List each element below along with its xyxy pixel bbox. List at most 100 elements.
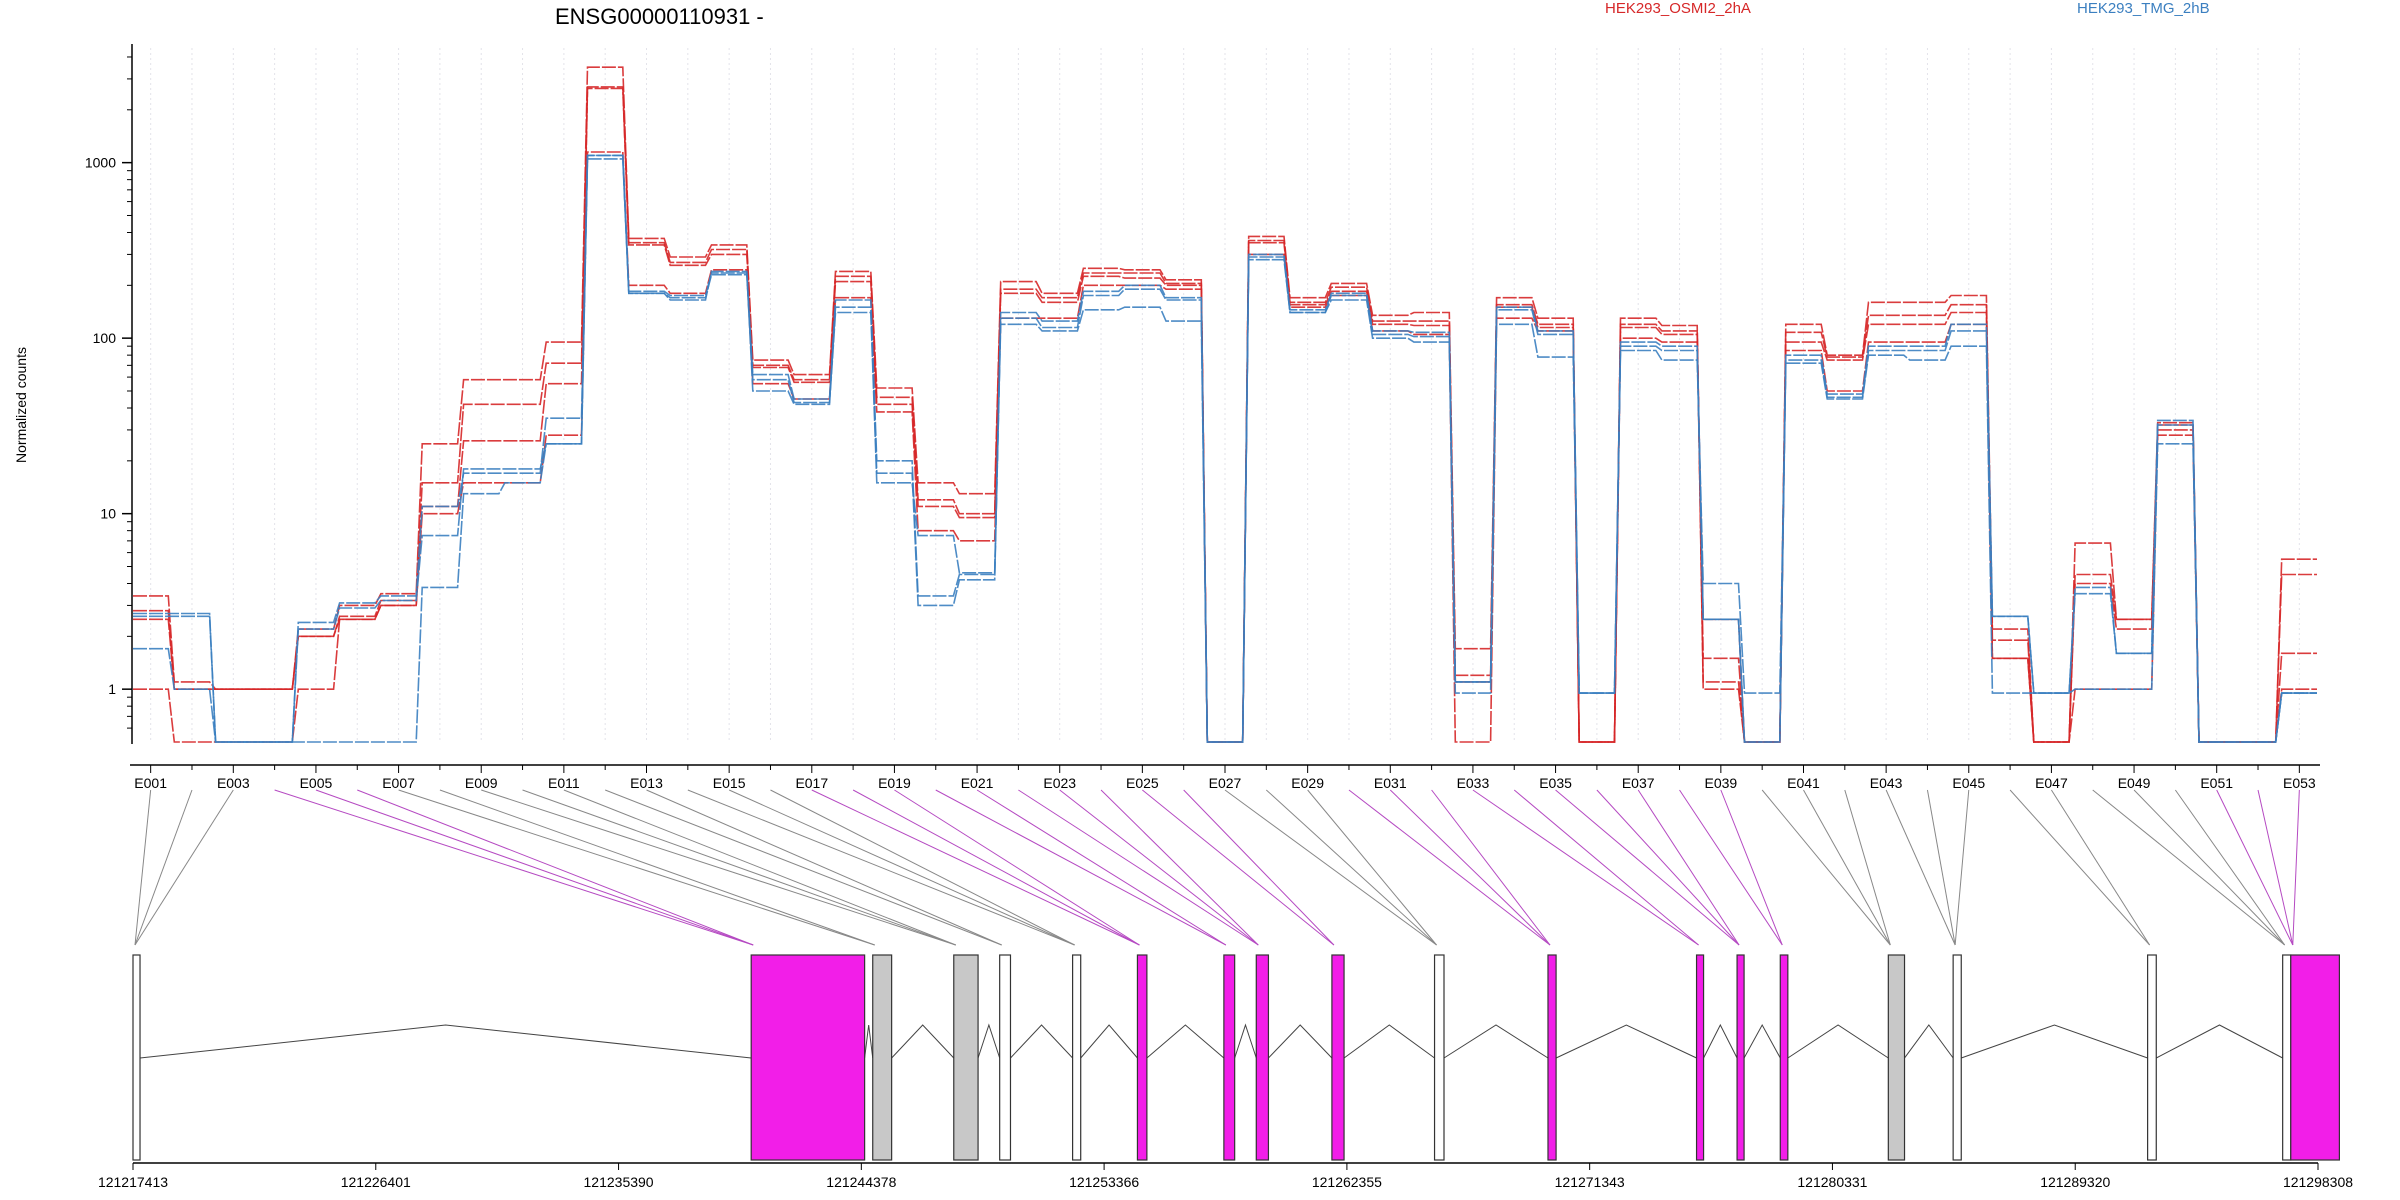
- exon-connector: [315, 789, 754, 946]
- exon-connector: [1596, 789, 1740, 946]
- coord-tick-label: 121217413: [98, 1174, 168, 1190]
- exon-box: [1952, 954, 1962, 1161]
- exon-connector: [134, 789, 193, 946]
- intron-line: [1268, 1024, 1333, 1059]
- x-tick-label: E045: [1952, 775, 1985, 791]
- exon-connector: [976, 789, 1227, 946]
- intron-line: [1010, 1024, 1073, 1059]
- exon-connector: [1265, 789, 1437, 946]
- exon-connector: [1183, 789, 1335, 946]
- coord-tick-label: 121289320: [2040, 1174, 2110, 1190]
- exon-connector: [2009, 789, 2150, 946]
- intron-line: [977, 1023, 1001, 1059]
- exon-box: [1779, 954, 1789, 1161]
- exon-connector: [522, 789, 956, 946]
- exon-connector: [770, 789, 1075, 946]
- exon-box: [750, 954, 866, 1161]
- exon-connector: [1059, 789, 1259, 946]
- exon-connector: [852, 789, 1140, 946]
- legend-entry: HEK293_TMG_2hB: [2077, 0, 2210, 17]
- exon-connector: [1844, 789, 1891, 946]
- intron-line: [891, 1024, 955, 1059]
- exon-connector: [134, 789, 152, 946]
- x-tick-label: E021: [961, 775, 994, 791]
- exon-box: [872, 954, 893, 1161]
- exon-box: [1255, 954, 1270, 1161]
- exon-box: [132, 954, 141, 1161]
- exon-connector: [894, 789, 1140, 946]
- exon-connector: [2050, 789, 2151, 946]
- intron-line: [1703, 1023, 1738, 1059]
- intron-line: [1904, 1024, 1954, 1059]
- exon-connector: [2092, 789, 2285, 946]
- chart-title: ENSG00000110931 -: [555, 4, 764, 29]
- x-tick-label: E025: [1126, 775, 1159, 791]
- x-tick-label: E017: [795, 775, 828, 791]
- x-tick-label: E047: [2035, 775, 2068, 791]
- x-tick-label: E011: [548, 775, 580, 791]
- x-tick-label: E053: [2283, 775, 2316, 791]
- exon-connector: [1761, 789, 1891, 946]
- x-tick-label: E035: [1539, 775, 1572, 791]
- exon-box: [1887, 954, 1906, 1161]
- exon-connector: [1679, 789, 1783, 946]
- exon-connector: [2216, 789, 2294, 946]
- exon-box: [2290, 954, 2340, 1161]
- exon-connector: [935, 789, 1227, 946]
- exon-connector: [1389, 789, 1551, 946]
- exon-connector: [1926, 789, 1956, 946]
- exon-connector: [1307, 789, 1437, 946]
- coord-tick-label: 121235390: [584, 1174, 654, 1190]
- exon-connector: [1431, 789, 1551, 946]
- exon-box: [1736, 954, 1745, 1161]
- exon-connector: [2174, 789, 2286, 946]
- exon-box: [1072, 954, 1082, 1161]
- x-tick-label: E037: [1622, 775, 1655, 791]
- exon-connector: [439, 789, 875, 946]
- exon-connector: [728, 789, 1075, 946]
- exon-connector: [357, 789, 754, 946]
- x-tick-label: E031: [1374, 775, 1407, 791]
- exon-connector: [1018, 789, 1259, 946]
- intron-line: [1743, 1023, 1781, 1059]
- exon-connector: [1513, 789, 1699, 946]
- x-tick-label: E051: [2200, 775, 2233, 791]
- x-tick-label: E039: [1704, 775, 1737, 791]
- y-tick-label: 100: [93, 330, 117, 346]
- exon-connector: [398, 789, 875, 946]
- x-tick-label: E023: [1043, 775, 1076, 791]
- x-tick-label: E013: [630, 775, 663, 791]
- exon-connector: [2133, 789, 2286, 946]
- exon-connector: [1555, 789, 1740, 946]
- exon-box: [1433, 954, 1445, 1161]
- x-tick-label: E043: [1870, 775, 1903, 791]
- exon-connector: [274, 789, 754, 946]
- coord-tick-label: 121262355: [1312, 1174, 1382, 1190]
- exon-connector: [811, 789, 1140, 946]
- intron-line: [1961, 1024, 2148, 1059]
- intron-line: [1343, 1024, 1435, 1059]
- x-tick-label: E029: [1291, 775, 1324, 791]
- x-tick-label: E001: [134, 775, 167, 791]
- exon-box: [1695, 954, 1705, 1161]
- intron-line: [1146, 1024, 1225, 1059]
- exon-connector: [1224, 789, 1437, 946]
- y-tick-label: 10: [100, 506, 116, 522]
- x-tick-label: E003: [217, 775, 250, 791]
- x-tick-label: E009: [465, 775, 498, 791]
- exon-connector: [1885, 789, 1956, 946]
- intron-line: [1080, 1024, 1138, 1059]
- x-tick-label: E005: [300, 775, 333, 791]
- coord-tick-label: 121280331: [1797, 1174, 1867, 1190]
- intron-line: [864, 1024, 874, 1059]
- exon-box: [999, 954, 1012, 1161]
- exon-connector: [605, 789, 1002, 946]
- exon-connector: [1720, 789, 1783, 946]
- exon-connector: [1637, 789, 1740, 946]
- series-line: [133, 154, 2317, 743]
- exon-box: [1223, 954, 1236, 1161]
- exon-connector: [1142, 789, 1335, 946]
- exon-connector: [1803, 789, 1891, 946]
